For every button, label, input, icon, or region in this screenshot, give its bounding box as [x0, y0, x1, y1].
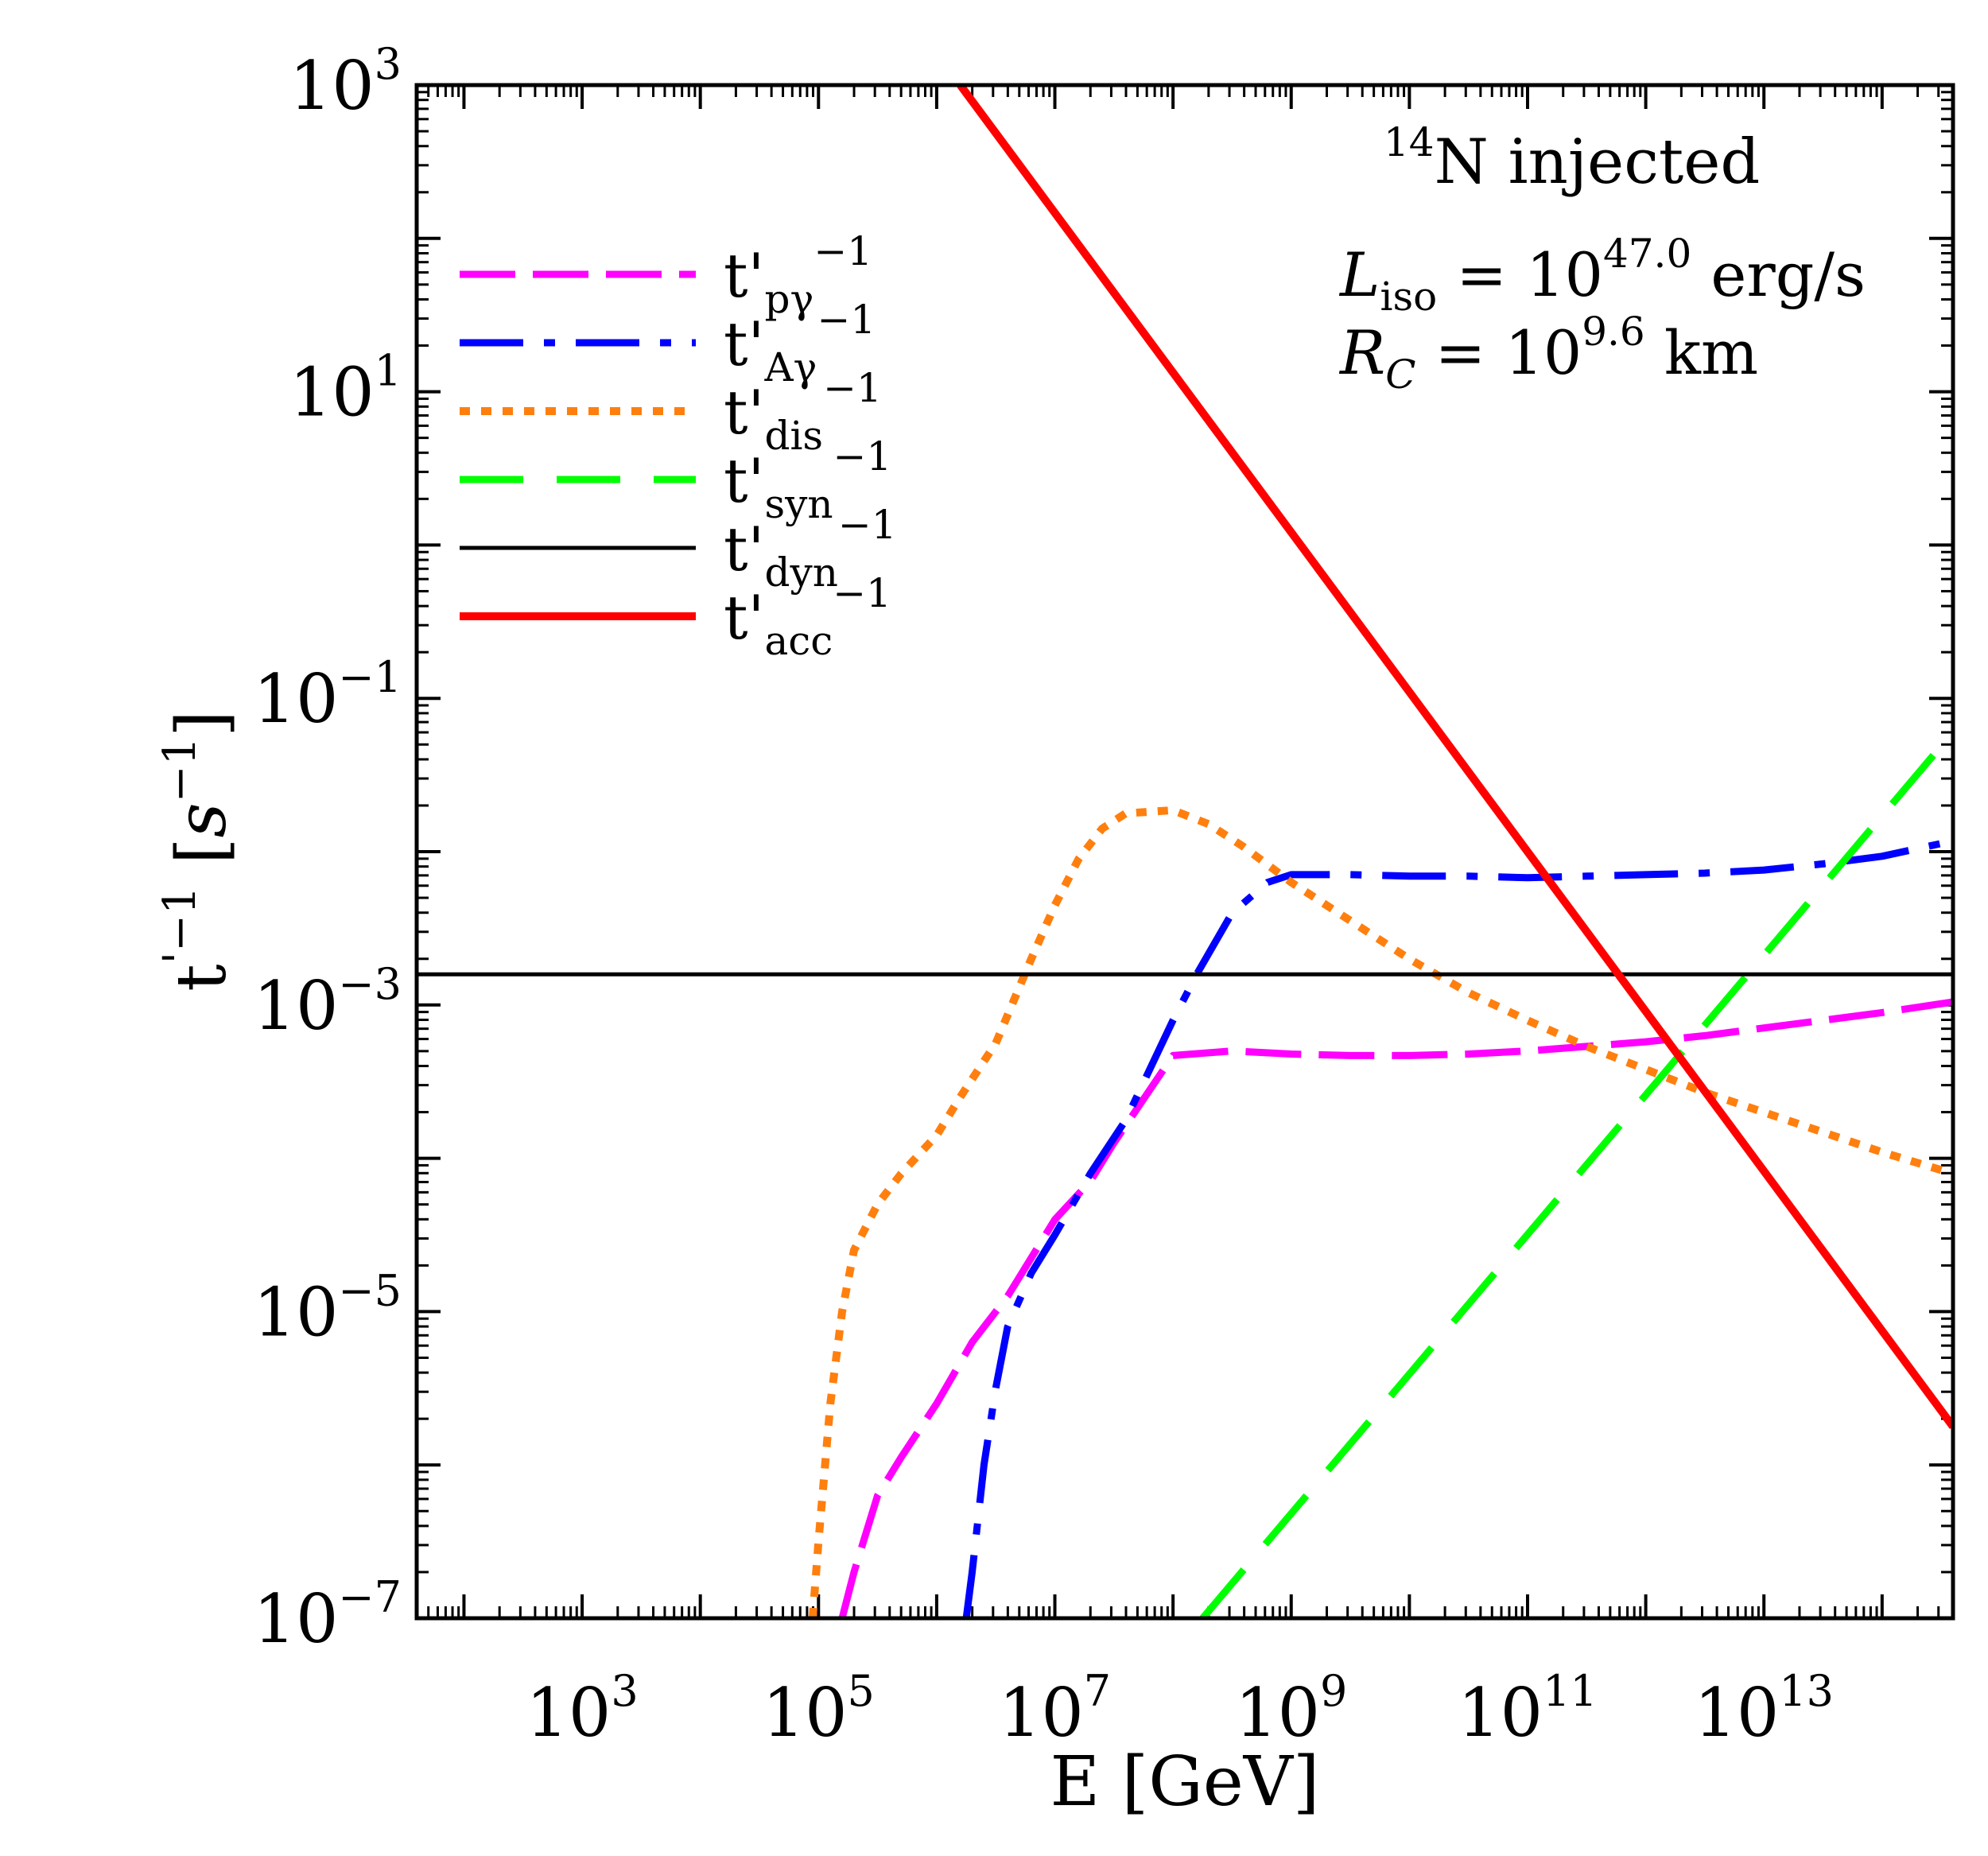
x-tick-label: 105	[763, 1666, 875, 1752]
y-tick-label: 10−7	[254, 1572, 402, 1658]
y-tick-label: 10−1	[254, 652, 402, 738]
legend-label-dyn: t'dyn−1	[724, 502, 897, 596]
annotation: 14N injected Liso = 1047.0 erg/s RC = 10…	[1338, 119, 1866, 398]
x-tick-label: 1013	[1694, 1666, 1834, 1752]
x-tick-label: 1011	[1458, 1666, 1598, 1752]
series-group	[417, 85, 1953, 1618]
x-axis-label: E [GeV]	[1050, 1742, 1320, 1822]
tick-labels: 103 105 107 109 1011 1013 103 101 10−1 10−3 10−5 10…	[254, 39, 1835, 1752]
x-tick-label: 103	[526, 1666, 638, 1752]
y-tick-label: 101	[289, 346, 402, 432]
series-line-acc	[957, 85, 1953, 1429]
legend-label-syn: t'syn−1	[724, 433, 891, 527]
legend-label-pgamma: t'pγ−1	[724, 228, 872, 322]
y-tick-label: 103	[289, 39, 402, 125]
species-label: 14N injected	[1384, 119, 1760, 198]
legend-label-acc: t'acc−1	[724, 570, 891, 664]
series-line-dis	[808, 806, 1953, 1618]
y-tick-label: 10−5	[254, 1265, 402, 1351]
x-tick-label: 109	[1235, 1666, 1347, 1752]
y-tick-label: 10−3	[254, 959, 402, 1045]
legend-label-agamma: t'Aγ−1	[724, 297, 876, 390]
x-tick-label: 107	[999, 1666, 1111, 1752]
legend-label-dis: t'dis−1	[724, 365, 882, 459]
plot-frame	[414, 83, 1955, 1621]
series-line-agamma	[962, 837, 1953, 1618]
radius-label: RC = 109.6 km	[1338, 309, 1758, 398]
luminosity-label: Liso = 1047.0 erg/s	[1338, 231, 1866, 320]
series-line-pgamma	[838, 998, 1953, 1618]
legend: t'pγ−1t'Aγ−1t'dis−1t'syn−1t'dyn−1t'acc−1	[460, 228, 897, 664]
